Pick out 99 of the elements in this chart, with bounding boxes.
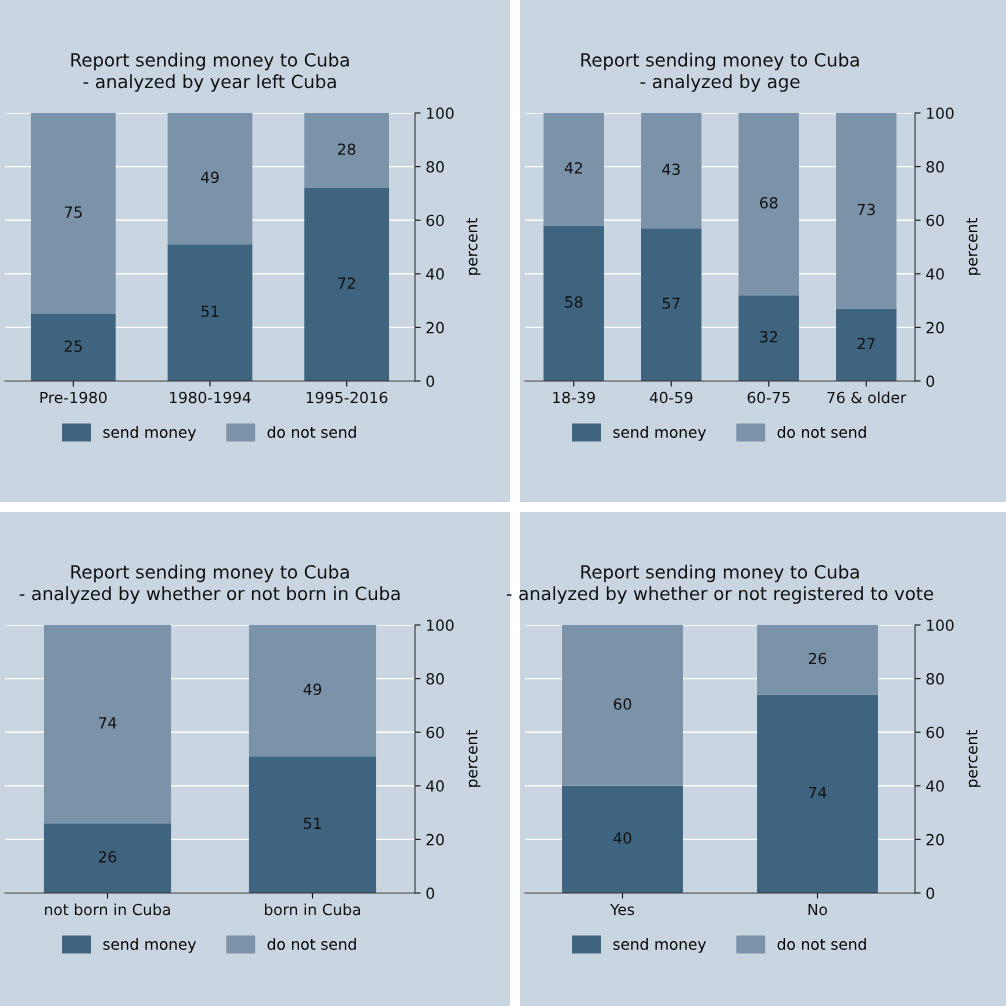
data-label: 26 [808, 652, 827, 665]
data-label: 57 [662, 297, 680, 310]
x-tick-label: Pre-1980 [40, 391, 107, 404]
chart-subtitle: - analyzed by whether or not registered to vote [506, 586, 934, 604]
legend-label: send money [103, 938, 196, 953]
bar [562, 785, 683, 893]
y-tick-label: 80 [926, 161, 944, 173]
data-label: 74 [99, 717, 117, 729]
bar [543, 225, 604, 381]
data-label: 72 [338, 277, 355, 289]
x-tick-label: 76 & older [827, 391, 907, 404]
legend-label: do not send [777, 938, 866, 950]
data-label: 32 [760, 331, 777, 343]
chart-title: Report sending money to Cuba [581, 564, 859, 583]
bar [757, 625, 878, 695]
legend-label: do not send [267, 426, 356, 438]
bar [30, 113, 116, 314]
y-tick-label: 0 [926, 375, 935, 388]
bar [167, 113, 253, 245]
y-tick-label: 20 [426, 833, 444, 846]
y-tick-label: 0 [426, 375, 435, 388]
bar [836, 113, 897, 309]
data-label: 73 [857, 203, 875, 216]
x-tick-label: 40-59 [649, 391, 693, 404]
y-tick-label: 100 [927, 107, 954, 120]
y-tick-label: 20 [926, 321, 944, 334]
bar [641, 113, 702, 229]
data-label: 68 [760, 197, 778, 209]
data-label: 25 [64, 340, 82, 352]
x-tick-label: 1995-2016 [306, 391, 388, 404]
y-tick-label: 80 [426, 673, 444, 685]
bar [304, 113, 390, 189]
legend-label: send money [103, 426, 196, 441]
y-tick-label: 20 [426, 321, 444, 334]
chart-subtitle: - analyzed by year left Cuba [83, 74, 336, 92]
y-tick-label: 40 [926, 780, 944, 792]
data-label: 42 [564, 162, 582, 174]
x-tick-label: Yes [610, 903, 635, 916]
bar [248, 625, 377, 757]
data-label: 49 [303, 683, 322, 696]
bar [167, 244, 253, 381]
x-tick-label: 18-39 [553, 391, 595, 404]
legend-label: do not send [267, 938, 356, 950]
bar [43, 823, 172, 893]
y-tick-label: 60 [426, 214, 444, 227]
data-label: 28 [338, 143, 356, 155]
data-label: 40 [613, 832, 632, 844]
data-label: 74 [809, 786, 827, 799]
y-axis-title: percent [966, 218, 981, 275]
x-tick-label: born in Cuba [264, 903, 361, 916]
y-tick-label: 80 [926, 673, 944, 685]
y-tick-label: 100 [427, 107, 454, 120]
x-tick-label: 1980-1994 [170, 391, 251, 404]
bar [641, 228, 702, 381]
legend-label: do not send [777, 426, 866, 438]
y-tick-label: 0 [426, 887, 435, 900]
y-axis-title: percent [466, 730, 481, 787]
bar [738, 113, 799, 296]
y-tick-label: 60 [926, 726, 944, 739]
bar [738, 295, 799, 381]
data-label: 49 [201, 171, 219, 184]
chart-subtitle: - analyzed by whether or not born in Cuba [19, 586, 400, 604]
y-tick-label: 20 [926, 833, 944, 846]
bar [562, 625, 683, 786]
legend-label: send money [613, 938, 706, 953]
y-tick-label: 40 [926, 268, 944, 280]
bar [757, 694, 878, 893]
y-tick-label: 100 [427, 619, 454, 632]
data-label: 43 [662, 163, 680, 176]
x-tick-label: No [808, 903, 828, 916]
y-axis-title: percent [966, 730, 981, 787]
y-tick-label: 40 [426, 268, 444, 280]
bar [304, 188, 390, 381]
chart-title: Report sending money to Cuba [581, 52, 859, 71]
data-label: 51 [201, 305, 219, 318]
data-label: 26 [98, 851, 117, 863]
x-tick-label: 60-75 [747, 391, 790, 404]
data-label: 27 [857, 337, 875, 350]
y-tick-label: 40 [426, 780, 444, 792]
bar [836, 308, 897, 381]
data-label: 58 [565, 296, 583, 308]
chart-title: Report sending money to Cuba [71, 564, 349, 583]
bar [543, 113, 604, 226]
data-label: 75 [64, 206, 82, 218]
legend-label: send money [613, 426, 706, 441]
data-label: 60 [613, 698, 632, 710]
chart-title: Report sending money to Cuba [71, 52, 349, 71]
y-tick-label: 0 [926, 887, 935, 900]
bar [43, 625, 172, 824]
y-axis-title: percent [466, 218, 481, 275]
chart-subtitle: - analyzed by age [640, 74, 800, 92]
data-label: 51 [303, 817, 321, 830]
bar [30, 314, 116, 381]
bar [248, 756, 377, 893]
y-tick-label: 60 [926, 214, 944, 227]
x-tick-label: not born in Cuba [45, 903, 170, 916]
y-tick-label: 60 [426, 726, 444, 739]
y-tick-label: 80 [426, 161, 444, 173]
y-tick-label: 100 [927, 619, 954, 632]
